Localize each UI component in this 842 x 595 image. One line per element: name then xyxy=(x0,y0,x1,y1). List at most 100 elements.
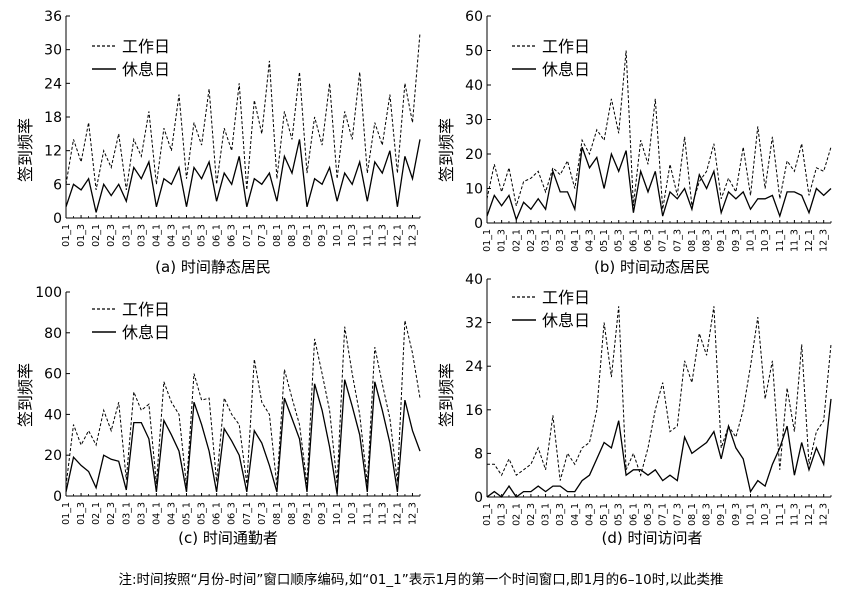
x-tick-label: 05_1 xyxy=(182,224,193,247)
y-tick-label: 10 xyxy=(465,182,483,198)
chart-panel-2: 0 10 20 30 40 50 60 01_1 01_3 02_1 02_3 03_1 03_3 04_… xyxy=(437,9,832,276)
legend-label-restday: 休息日 xyxy=(122,60,170,79)
x-tick-label: 05_3 xyxy=(614,229,625,252)
series-line-workday xyxy=(487,306,832,481)
x-tick-label: 05_1 xyxy=(182,502,193,525)
x-tick-label: 05_1 xyxy=(599,503,610,526)
x-tick-label: 03_1 xyxy=(541,503,552,526)
x-tick-label: 06_3 xyxy=(227,502,238,525)
x-tick-label: 03_3 xyxy=(555,229,566,252)
y-tick-label: 40 xyxy=(465,272,483,288)
y-tick-label: 20 xyxy=(44,448,62,464)
x-tick-label: 05_3 xyxy=(197,502,208,525)
x-tick-label: 07_3 xyxy=(257,502,268,525)
x-tick-label: 04_3 xyxy=(584,229,595,252)
y-tick-label: 20 xyxy=(465,147,483,163)
legend-label-workday: 工作日 xyxy=(122,300,170,319)
x-tick-label: 12_1 xyxy=(804,503,815,526)
x-tick-label: 02_3 xyxy=(106,502,117,525)
y-tick-label: 36 xyxy=(44,9,62,25)
legend-label-restday: 休息日 xyxy=(542,311,590,330)
legend-label-restday: 休息日 xyxy=(122,323,170,342)
x-tick-label: 10_3 xyxy=(347,224,358,247)
x-tick-label: 06_3 xyxy=(643,229,654,252)
x-tick-label: 10_3 xyxy=(347,502,358,525)
x-tick-label: 11_3 xyxy=(789,229,800,252)
y-axis-label: 签到频率 xyxy=(437,118,456,182)
series-line-restday xyxy=(65,139,421,213)
y-tick-label: 6 xyxy=(53,177,62,193)
x-tick-label: 09_3 xyxy=(317,224,328,247)
series-line-workday xyxy=(486,50,832,210)
x-tick-label: 10_1 xyxy=(332,502,343,525)
legend-label-restday: 休息日 xyxy=(542,60,590,79)
x-tick-label: 03_1 xyxy=(121,502,132,525)
x-tick-label: 11_1 xyxy=(775,503,786,526)
x-tick-label: 11_3 xyxy=(377,502,388,525)
x-tick-label: 04_3 xyxy=(166,224,177,247)
x-tick-label: 06_1 xyxy=(212,502,223,525)
x-tick-label: 05_3 xyxy=(197,224,208,247)
x-tick-label: 08_1 xyxy=(272,224,283,247)
y-tick-label: 24 xyxy=(44,76,62,92)
x-tick-label: 03_3 xyxy=(136,502,147,525)
x-tick-label: 12_3 xyxy=(819,229,830,252)
x-tick-label: 08_1 xyxy=(272,502,283,525)
chart-title: (d) 时间访问者 xyxy=(602,529,703,547)
x-tick-label: 02_3 xyxy=(526,229,537,252)
x-tick-label: 10_1 xyxy=(745,503,756,526)
y-tick-label: 0 xyxy=(53,489,62,505)
x-tick-label: 07_3 xyxy=(257,224,268,247)
x-tick-label: 02_3 xyxy=(106,224,117,247)
x-tick-label: 02_3 xyxy=(526,503,537,526)
x-tick-label: 04_1 xyxy=(570,503,581,526)
chart-title: (a) 时间静态居民 xyxy=(155,258,271,276)
x-tick-label: 06_1 xyxy=(628,503,639,526)
x-tick-label: 01_1 xyxy=(61,224,72,247)
y-tick-label: 30 xyxy=(465,113,483,129)
x-tick-label: 12_1 xyxy=(804,229,815,252)
x-tick-label: 08_1 xyxy=(687,229,698,252)
x-tick-label: 09_1 xyxy=(302,224,313,247)
x-tick-label: 11_1 xyxy=(775,229,786,252)
x-tick-label: 12_3 xyxy=(819,503,830,526)
x-tick-label: 10_1 xyxy=(332,224,343,247)
y-tick-label: 100 xyxy=(35,285,62,301)
chart-panel-3: 0 20 40 60 80 100 01_1 01_3 02_1 02_3 03_1 03_3 04_1… xyxy=(16,285,421,547)
x-tick-label: 04_1 xyxy=(151,502,162,525)
x-tick-label: 09_1 xyxy=(716,503,727,526)
x-tick-label: 07_1 xyxy=(658,503,669,526)
x-tick-label: 10_3 xyxy=(760,229,771,252)
x-tick-label: 02_1 xyxy=(511,503,522,526)
x-tick-label: 10_3 xyxy=(760,503,771,526)
x-tick-label: 01_1 xyxy=(482,503,493,526)
series-line-restday xyxy=(486,146,832,222)
x-tick-label: 04_3 xyxy=(166,502,177,525)
x-tick-label: 11_1 xyxy=(362,502,373,525)
y-tick-label: 30 xyxy=(44,43,62,59)
y-tick-label: 8 xyxy=(474,446,483,462)
y-tick-label: 0 xyxy=(474,216,483,232)
y-tick-label: 60 xyxy=(44,367,62,383)
y-tick-label: 32 xyxy=(465,316,483,332)
x-tick-label: 01_3 xyxy=(497,503,508,526)
x-tick-label: 06_1 xyxy=(628,229,639,252)
y-axis-label: 签到频率 xyxy=(437,363,456,427)
x-tick-label: 03_1 xyxy=(541,229,552,252)
x-tick-label: 11_1 xyxy=(362,224,373,247)
x-tick-label: 11_3 xyxy=(377,224,388,247)
y-tick-label: 12 xyxy=(44,144,62,160)
y-tick-label: 40 xyxy=(465,78,483,94)
y-axis-label: 签到频率 xyxy=(16,363,35,427)
chart-panel-4: 0 8 16 24 32 40 01_1 01_3 02_1 02_3 03_1 03_3 04_1 04… xyxy=(437,272,832,547)
y-tick-label: 18 xyxy=(44,110,62,126)
x-tick-label: 08_1 xyxy=(687,503,698,526)
x-tick-label: 03_3 xyxy=(136,224,147,247)
series-line-restday xyxy=(486,398,832,498)
y-tick-label: 40 xyxy=(44,407,62,423)
chart-title: (c) 时间通勤者 xyxy=(178,529,278,547)
x-tick-label: 07_1 xyxy=(658,229,669,252)
x-tick-label: 02_1 xyxy=(511,229,522,252)
chart-title: (b) 时间动态居民 xyxy=(594,258,710,276)
x-tick-label: 02_1 xyxy=(91,502,102,525)
